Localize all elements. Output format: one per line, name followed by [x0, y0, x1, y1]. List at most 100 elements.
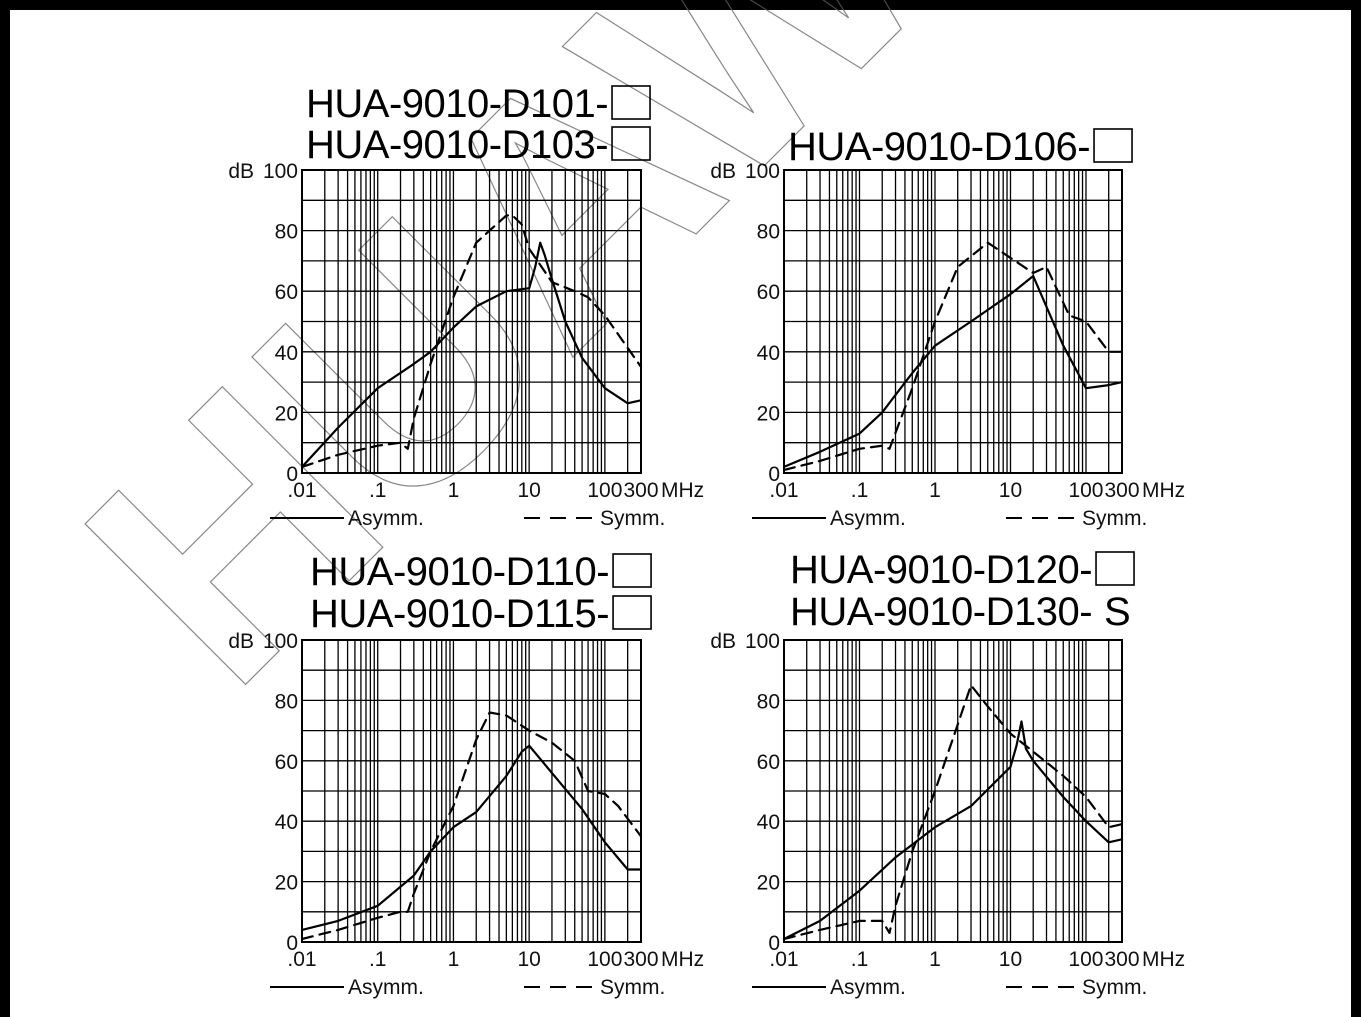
series-line-asymm	[300, 241, 643, 468]
x-tick-label: 1	[929, 948, 941, 971]
x-tick-label: .1	[369, 479, 387, 502]
x-tick-label: 100	[587, 479, 622, 502]
y-tick-label: 40	[275, 342, 298, 365]
x-tick-label: .01	[769, 479, 798, 502]
x-tick-label: .01	[769, 948, 798, 971]
x-tick-label: .1	[369, 948, 387, 971]
chart-title: HUA-9010-D130-	[790, 590, 1092, 634]
series-line-symm	[782, 241, 1124, 472]
y-unit-label: dB	[228, 630, 254, 653]
y-tick-label: 100	[263, 160, 298, 183]
chart-title: HUA-9010-D115-	[310, 592, 609, 636]
title-suffix: S	[1104, 590, 1130, 634]
x-tick-label: 300	[1104, 479, 1139, 502]
chart-grid	[783, 639, 1123, 943]
x-tick-label: 100	[1068, 479, 1103, 502]
plot-border	[783, 639, 1123, 943]
legend-label-symm: Symm.	[600, 507, 665, 530]
y-tick-label: 0	[768, 932, 780, 955]
x-tick-label: 10	[517, 479, 540, 502]
series-line-symm	[300, 711, 643, 941]
y-tick-label: 20	[757, 872, 780, 895]
y-tick-label: 0	[768, 463, 780, 486]
legend-label-symm: Symm.	[1082, 976, 1147, 999]
y-unit-label: dB	[710, 630, 736, 653]
chart-4: HUA-9010-D120-HUA-9010-D130- S 0 20 40 60 80 10…	[710, 548, 1185, 999]
x-tick-label: .1	[851, 479, 869, 502]
x-tick-label: 10	[517, 948, 540, 971]
y-unit-label: dB	[228, 160, 254, 183]
chart-grid	[301, 169, 642, 474]
chart-title: HUA-9010-D106-	[788, 125, 1090, 169]
plot-border	[301, 639, 642, 943]
series-line-symm	[782, 684, 1124, 941]
legend-label-symm: Symm.	[1082, 507, 1147, 530]
y-tick-label: 0	[286, 463, 298, 486]
x-tick-label: 10	[999, 479, 1022, 502]
plot-border	[783, 169, 1123, 474]
y-tick-label: 80	[275, 690, 298, 713]
y-tick-label: 20	[275, 872, 298, 895]
x-tick-label: 300	[623, 948, 658, 971]
series-line-symm	[300, 214, 643, 468]
chart-title: HUA-9010-D103-	[306, 123, 608, 167]
legend-label-asymm: Asymm.	[830, 507, 906, 530]
y-tick-label: 40	[275, 811, 298, 834]
model-suffix-box	[1095, 551, 1135, 586]
y-tick-label: 100	[263, 630, 298, 653]
x-tick-label: 300	[623, 479, 658, 502]
chart-title: HUA-9010-D120-	[790, 548, 1092, 592]
x-tick-label: .1	[851, 948, 869, 971]
x-tick-label: .01	[287, 479, 316, 502]
chart-grid	[783, 169, 1123, 474]
legend-label-asymm: Asymm.	[348, 507, 424, 530]
y-tick-label: 60	[275, 281, 298, 304]
series-line-asymm	[782, 720, 1124, 941]
legend-label-asymm: Asymm.	[348, 976, 424, 999]
legend-label-asymm: Asymm.	[830, 976, 906, 999]
x-tick-label: .01	[287, 948, 316, 971]
y-tick-label: 20	[275, 402, 298, 425]
chart-3: HUA-9010-D110-HUA-9010-D115- 0 20 40 60 80 100…	[228, 550, 704, 999]
y-tick-label: 100	[745, 160, 780, 183]
series-line-asymm	[782, 274, 1124, 468]
y-tick-label: 60	[757, 281, 780, 304]
x-tick-label: 1	[448, 948, 460, 971]
x-tick-label: 100	[1068, 948, 1103, 971]
x-tick-label: 300	[1104, 948, 1139, 971]
charts: HUA-9010-D101-HUA-9010-D103-020406080100…	[228, 82, 1185, 999]
x-tick-label: 10	[999, 948, 1022, 971]
y-tick-label: 40	[757, 811, 780, 834]
model-suffix-box	[1093, 128, 1133, 163]
legend-label-symm: Symm.	[600, 976, 665, 999]
y-tick-label: 80	[275, 221, 298, 244]
x-tick-label: 100	[587, 948, 622, 971]
y-unit-label: dB	[710, 160, 736, 183]
model-suffix-box	[612, 553, 652, 588]
model-suffix-box	[612, 595, 652, 630]
x-unit-label: MHz	[1142, 479, 1185, 502]
y-tick-label: 80	[757, 690, 780, 713]
plot-border	[301, 169, 642, 474]
x-tick-label: 1	[929, 479, 941, 502]
chart-title: HUA-9010-D110-	[310, 550, 609, 594]
y-tick-label: 60	[275, 751, 298, 774]
x-unit-label: MHz	[661, 479, 704, 502]
chart-title: HUA-9010-D101-	[306, 82, 608, 126]
y-tick-label: 20	[757, 402, 780, 425]
chart-1: HUA-9010-D101-HUA-9010-D103- 0 20 40 60 80 100…	[228, 82, 704, 530]
series-line-asymm	[300, 744, 643, 931]
x-tick-label: 1	[448, 479, 460, 502]
model-suffix-box	[611, 85, 651, 120]
x-unit-label: MHz	[661, 948, 704, 971]
y-tick-label: 100	[745, 630, 780, 653]
x-unit-label: MHz	[1142, 948, 1185, 971]
y-tick-label: 0	[286, 932, 298, 955]
y-tick-label: 80	[757, 221, 780, 244]
y-tick-label: 40	[757, 342, 780, 365]
model-suffix-box	[611, 126, 651, 161]
y-tick-label: 60	[757, 751, 780, 774]
